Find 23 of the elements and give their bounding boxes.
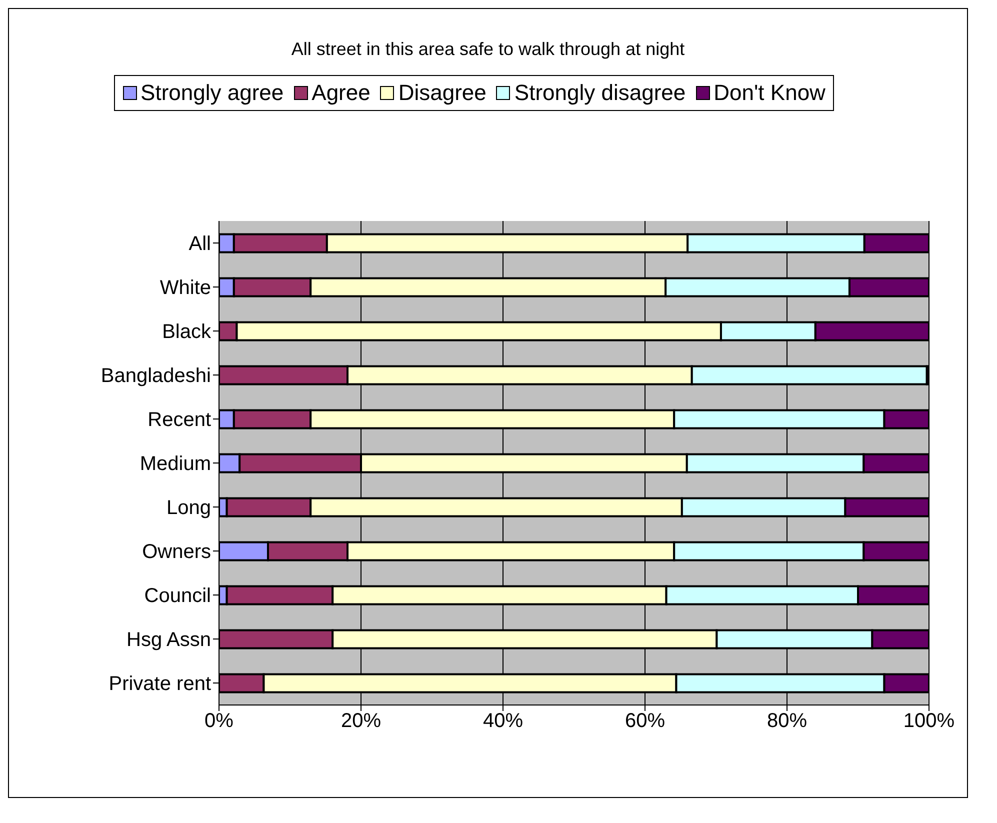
y-tick-label: Hsg Assn [126,629,211,652]
x-tick-label: 100% [903,710,955,732]
legend-label: Strongly disagree [513,80,686,106]
y-tick-label: Medium [140,453,211,476]
y-tick-label: White [160,277,211,300]
y-tick-label: Private rent [108,673,212,696]
legend-label: Disagree [397,80,486,106]
x-tick-label: 80% [766,710,808,732]
x-tick-label: 0% [204,710,234,732]
chart-title: All street in this area safe to walk through at night [290,38,686,61]
y-tick-label: Recent [148,409,212,432]
legend-label: Don't Know [712,80,826,106]
x-tick-label: 40% [482,710,524,732]
y-tick-label: Bangladeshi [100,365,211,388]
y-tick-label: All [188,233,211,256]
y-tick-label: Owners [142,541,211,564]
y-tick-label: Black [162,321,212,344]
y-tick-label: Council [144,585,211,608]
y-tick-label: Long [166,497,211,520]
x-tick-label: 20% [340,710,382,732]
legend-label: Strongly agree [140,80,284,106]
x-tick-label: 60% [624,710,666,732]
legend-label: Agree [310,80,370,106]
